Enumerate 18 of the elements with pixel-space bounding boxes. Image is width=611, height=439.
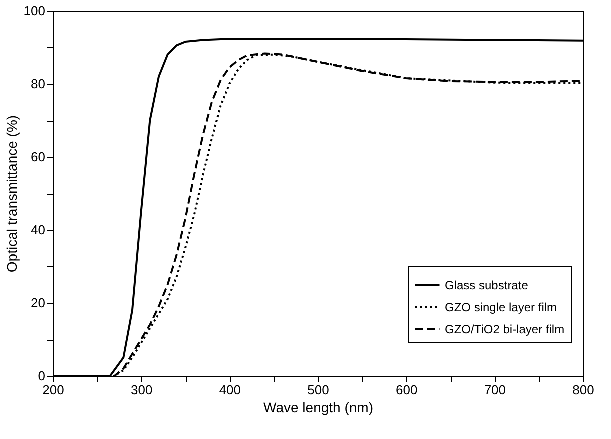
legend-label: Glass substrate (445, 278, 529, 292)
x-tick-label: 200 (42, 382, 64, 398)
y-tick-label: 100 (24, 4, 46, 18)
y-axis-title: Optical transmittance (%) (4, 115, 20, 273)
y-tick-label: 0 (38, 368, 46, 384)
x-tick-label: 800 (572, 382, 594, 398)
x-tick-label: 400 (219, 382, 242, 398)
y-tick-label: 40 (31, 222, 46, 238)
y-tick-label: 80 (31, 76, 46, 92)
x-tick-label: 600 (396, 382, 418, 398)
y-tick-label: 60 (31, 150, 46, 164)
x-tick-label: 300 (130, 382, 153, 398)
x-axis-title: Wave length (nm) (264, 400, 374, 416)
x-tick-label: 500 (308, 382, 330, 398)
y-tick-label: 20 (31, 296, 46, 310)
legend-label: GZO single layer film (445, 300, 558, 314)
legend-label: GZO/TiO2 bi-layer film (445, 322, 565, 336)
x-tick-label: 700 (484, 382, 506, 398)
